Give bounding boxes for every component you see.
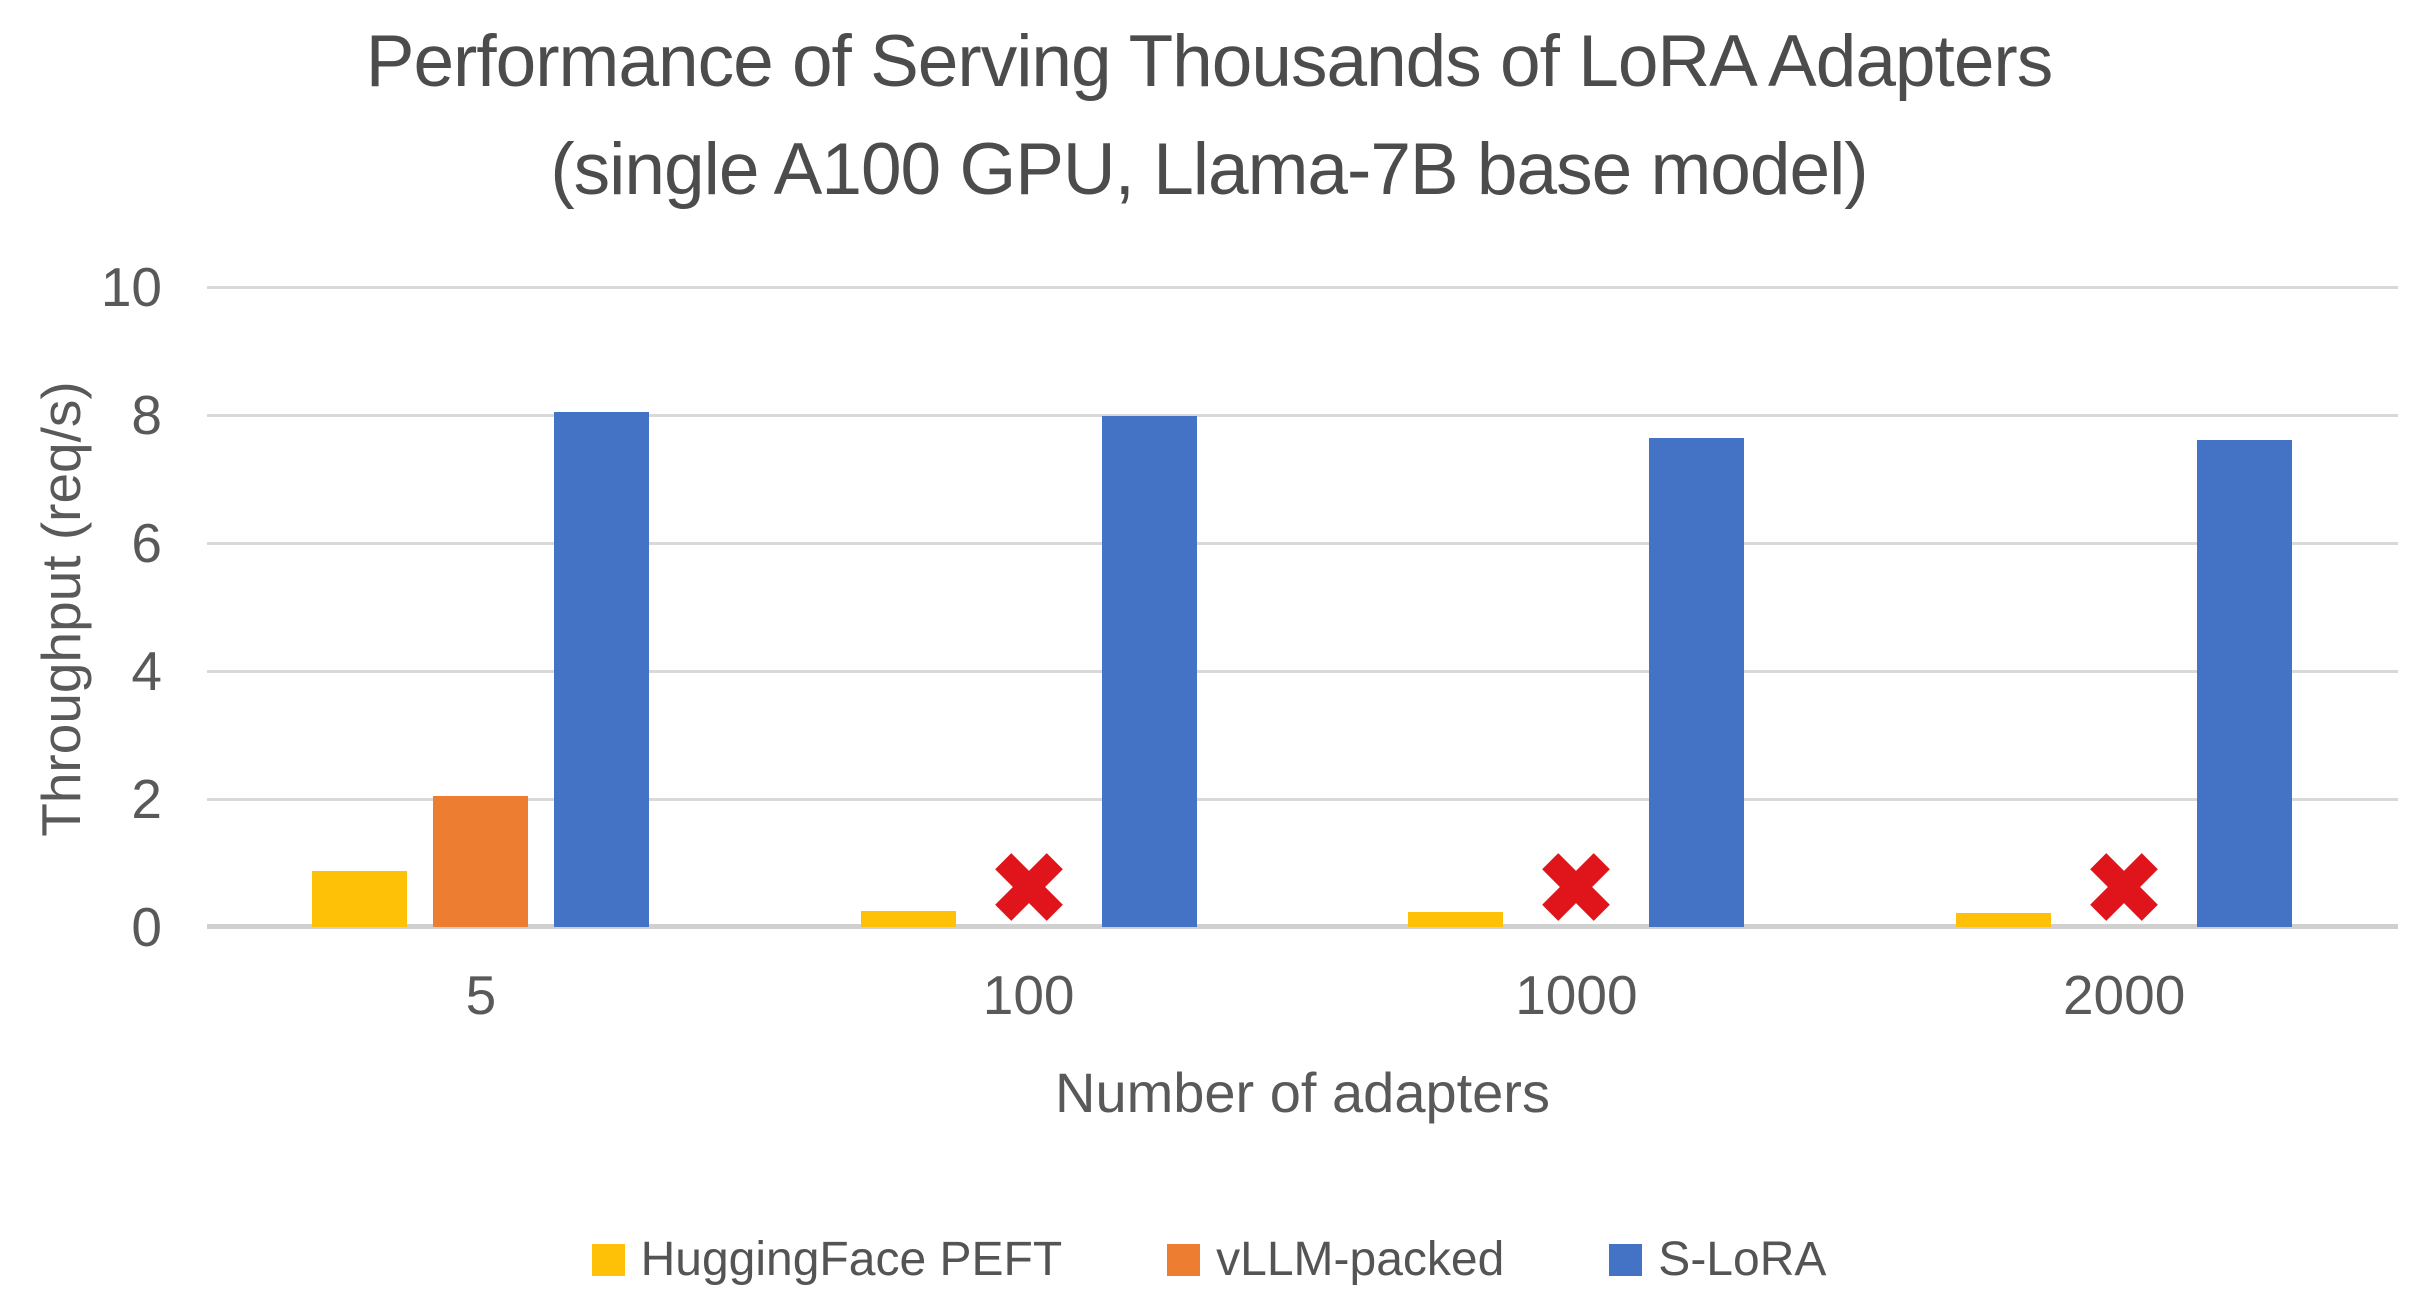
x-tick-label-1000: 1000 xyxy=(1515,964,1638,1026)
legend-label: vLLM-packed xyxy=(1216,1233,1505,1286)
bar-s-lora-5 xyxy=(554,411,650,927)
bar-s-lora-2000 xyxy=(2197,439,2293,927)
legend: HuggingFace PEFT vLLM-packed S-LoRA xyxy=(0,1232,2418,1287)
gridline-8 xyxy=(207,413,2398,417)
x-axis-title: Number of adapters xyxy=(1055,1061,1550,1124)
category-band-1000 xyxy=(1303,287,1851,927)
legend-swatch xyxy=(591,1243,625,1276)
bar-huggingface-peft-5 xyxy=(312,870,408,927)
x-tick-label-2000: 2000 xyxy=(2062,964,2186,1026)
chart-title-line2: (single A100 GPU, Llama-7B base model) xyxy=(550,129,1868,211)
failure-x-icon xyxy=(2090,853,2158,921)
gridline-2 xyxy=(207,797,2398,801)
y-axis-tick-labels: 0 2 4 6 8 10 xyxy=(0,259,162,955)
legend-item-huggingface-peft: HuggingFace PEFT xyxy=(591,1232,1063,1287)
y-tick-label-10: 10 xyxy=(100,256,162,318)
chart-title-line1: Performance of Serving Thousands of LoRA… xyxy=(365,21,2053,102)
gridline-10 xyxy=(207,285,2398,289)
y-tick-label-0: 0 xyxy=(131,896,162,958)
legend-label: HuggingFace PEFT xyxy=(640,1233,1063,1286)
gridline-0 xyxy=(207,924,2398,929)
gridline-6 xyxy=(207,541,2398,545)
bar-s-lora-1000 xyxy=(1649,438,1745,927)
chart-title: Performance of Serving Thousands of LoRA… xyxy=(0,8,2418,224)
legend-label: S-LoRA xyxy=(1658,1233,1827,1286)
x-tick-label-5: 5 xyxy=(465,964,497,1026)
gridline-4 xyxy=(207,669,2398,673)
x-tick-label-100: 100 xyxy=(982,964,1075,1026)
category-band-2000 xyxy=(1850,287,2398,927)
failure-x-icon xyxy=(994,853,1063,921)
x-axis-tick-labels: 5 100 1000 2000 xyxy=(207,963,2398,1033)
bar-huggingface-peft-1000 xyxy=(1408,912,1504,927)
category-band-5 xyxy=(207,287,755,927)
legend-item-s-lora: S-LoRA xyxy=(1609,1232,1826,1287)
y-tick-label-2: 2 xyxy=(131,768,162,830)
failure-x-icon xyxy=(1542,853,1611,921)
y-tick-label-4: 4 xyxy=(131,640,162,702)
y-tick-label-6: 6 xyxy=(131,512,162,574)
legend-swatch xyxy=(1167,1243,1201,1276)
legend-item-vllm-packed: vLLM-packed xyxy=(1167,1232,1504,1287)
category-band-100 xyxy=(755,287,1303,927)
bar-huggingface-peft-100 xyxy=(860,911,956,927)
bar-s-lora-100 xyxy=(1101,415,1197,927)
plot-area xyxy=(207,285,2398,929)
y-tick-label-8: 8 xyxy=(131,384,162,446)
bar-huggingface-peft-2000 xyxy=(1956,912,2052,927)
bar-vllm-packed-5 xyxy=(433,796,529,927)
legend-swatch xyxy=(1609,1243,1643,1276)
